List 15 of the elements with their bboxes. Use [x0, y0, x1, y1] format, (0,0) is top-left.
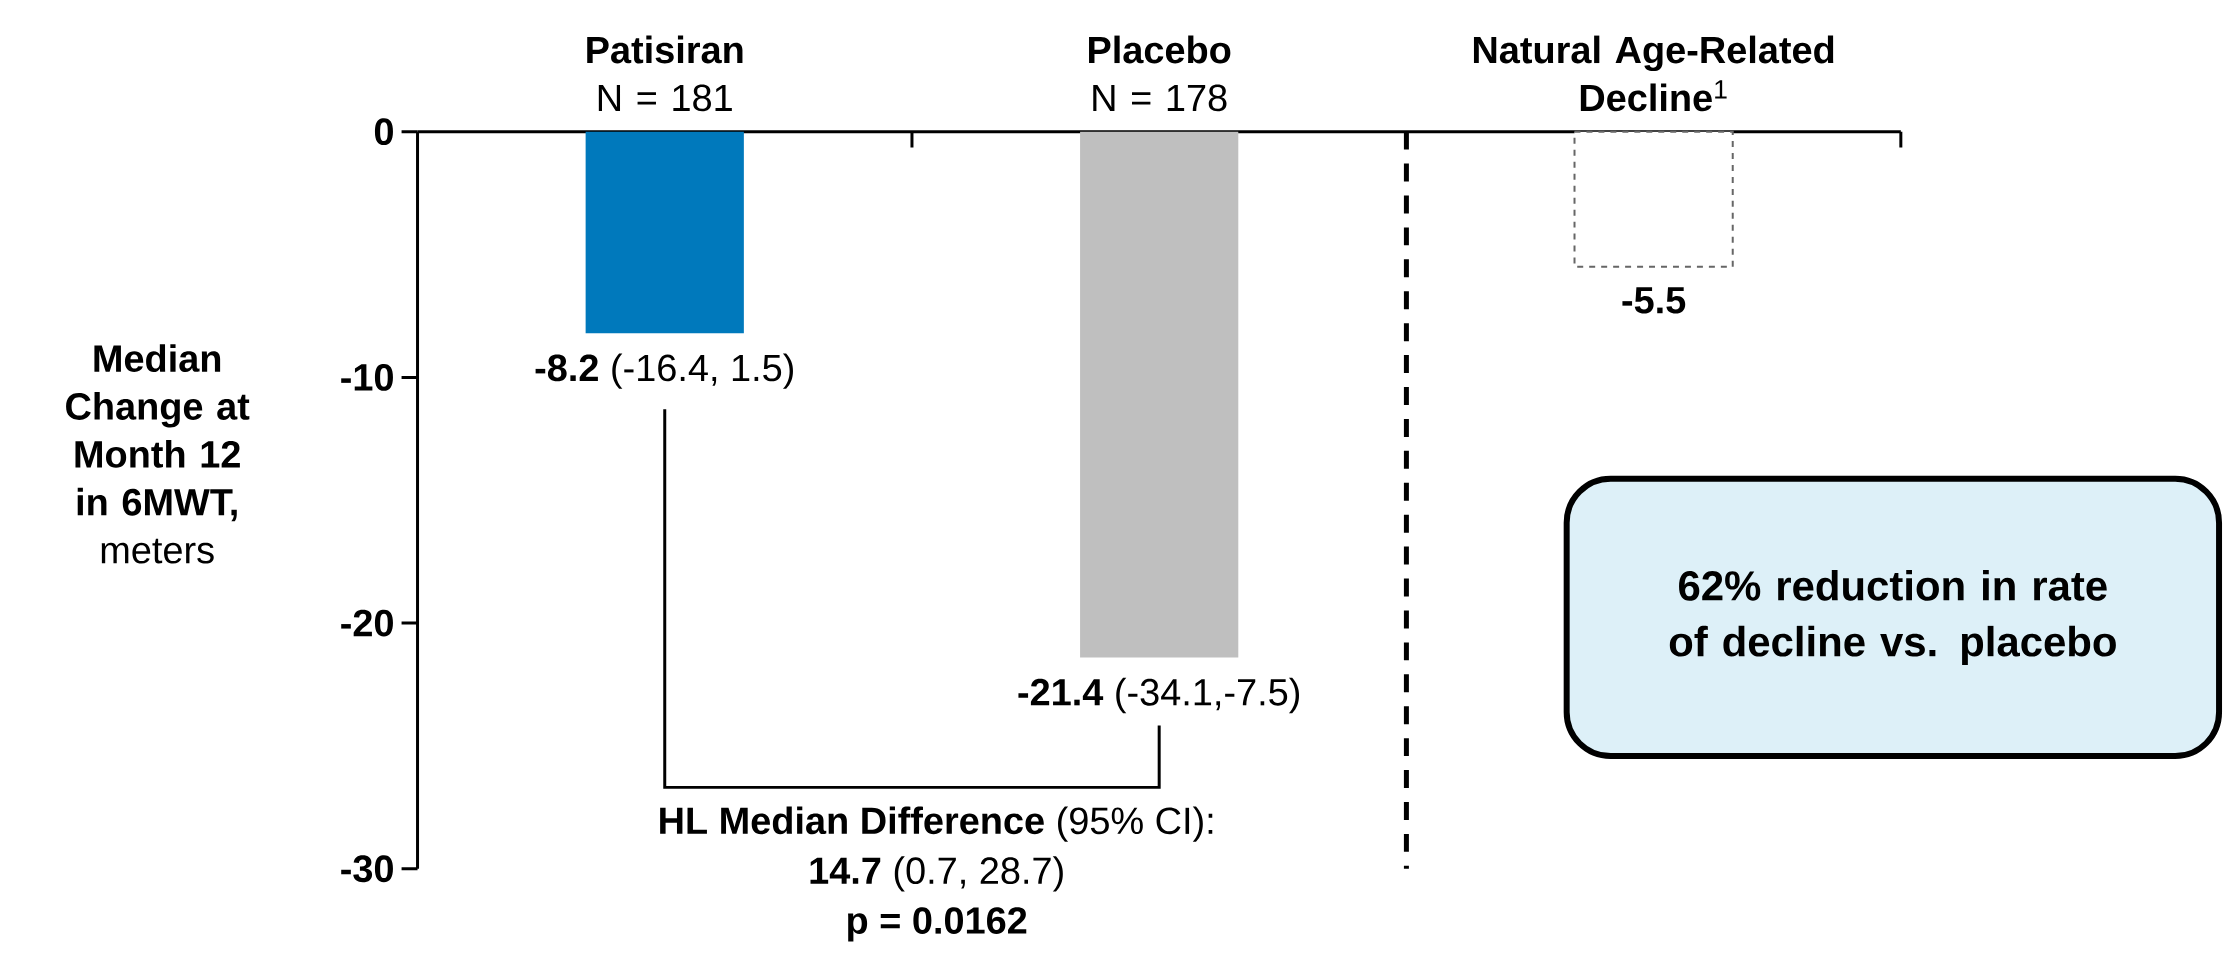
x-tick-label: Placebo N = 178	[1089, 35, 1231, 112]
y-tick-label: -10	[341, 364, 393, 392]
y-tick-label: -30	[341, 855, 393, 883]
annotation: 14.7 (0.7, 28.7)	[810, 856, 1063, 892]
data-label: -8.2 (-16.4, 1.5)	[535, 353, 793, 390]
y-tick-label: 0	[374, 118, 393, 146]
data-label: -5.5	[1622, 287, 1686, 314]
data-label: -21.4 (-34.1,-7.5)	[1018, 678, 1300, 714]
annotation: 62% reduction in rate of decline vs. placebo	[1669, 570, 2116, 666]
x-tick-label: Natural Age-Related Decline$^{1}$	[1473, 35, 1834, 112]
y-tick-label: -20	[341, 609, 393, 637]
y-axis-title: Median Change at Month 12 in 6MWT, meters	[66, 344, 250, 564]
x-tick-label: Patisiran N = 181	[587, 35, 743, 112]
annotation: HL Median Difference (95% CI):	[660, 806, 1213, 842]
text: p = 0.0162	[848, 907, 1027, 942]
